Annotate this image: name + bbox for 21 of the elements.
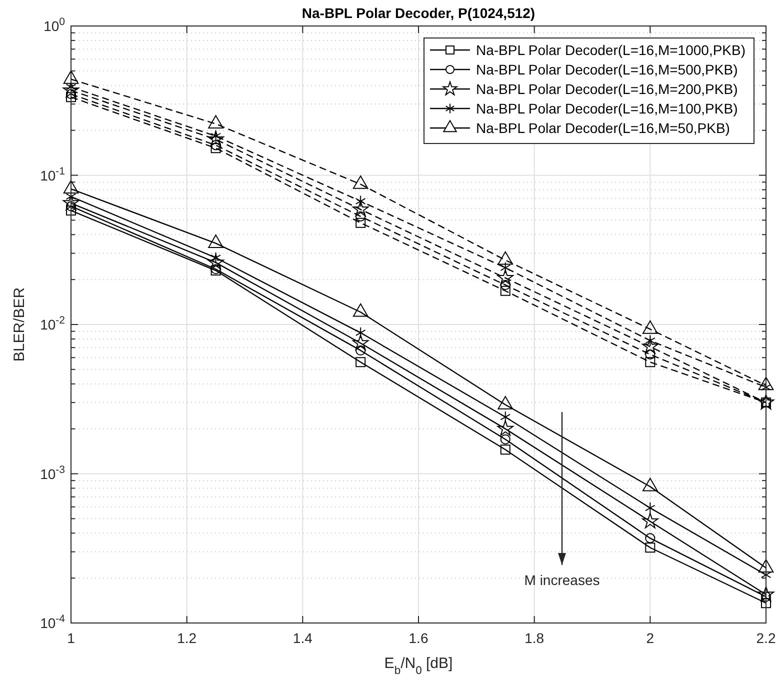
x-tick-label: 1.4 — [292, 630, 313, 646]
y-tick-label: 10$^{-4}$ — [40, 613, 66, 631]
x-tick-label: 1.8 — [524, 630, 544, 646]
legend-label: Na-BPL Polar Decoder(L=16,M=500,PKB) — [476, 62, 738, 78]
x-tick-label: 2.2 — [756, 630, 776, 646]
legend-label: Na-BPL Polar Decoder(L=16,M=1000,PKB) — [476, 42, 746, 58]
chart-title: Na-BPL Polar Decoder, P(1024,512) — [302, 5, 536, 21]
legend-label: Na-BPL Polar Decoder(L=16,M=200,PKB) — [476, 81, 738, 97]
y-tick-label: 10$^{-2}$ — [40, 314, 66, 332]
y-tick-label: 10$^{0}$ — [44, 16, 66, 34]
legend-label: Na-BPL Polar Decoder(L=16,M=50,PKB) — [476, 120, 730, 136]
x-tick-label: 2 — [646, 630, 654, 646]
y-axis-title: BLER/BER — [11, 287, 28, 362]
annotation: M increases — [524, 572, 600, 588]
x-axis-title: E$_{b}$/N$_{0}$ [dB] — [384, 655, 453, 677]
legend-label: Na-BPL Polar Decoder(L=16,M=100,PKB) — [476, 100, 738, 116]
x-tick-label: 1 — [67, 630, 76, 646]
y-tick-label: 10$^{-1}$ — [40, 165, 66, 184]
x-tick-label: 1.2 — [177, 630, 197, 646]
y-tick-label: 10$^{-3}$ — [40, 464, 66, 482]
x-tick-label: 1.6 — [408, 630, 428, 646]
